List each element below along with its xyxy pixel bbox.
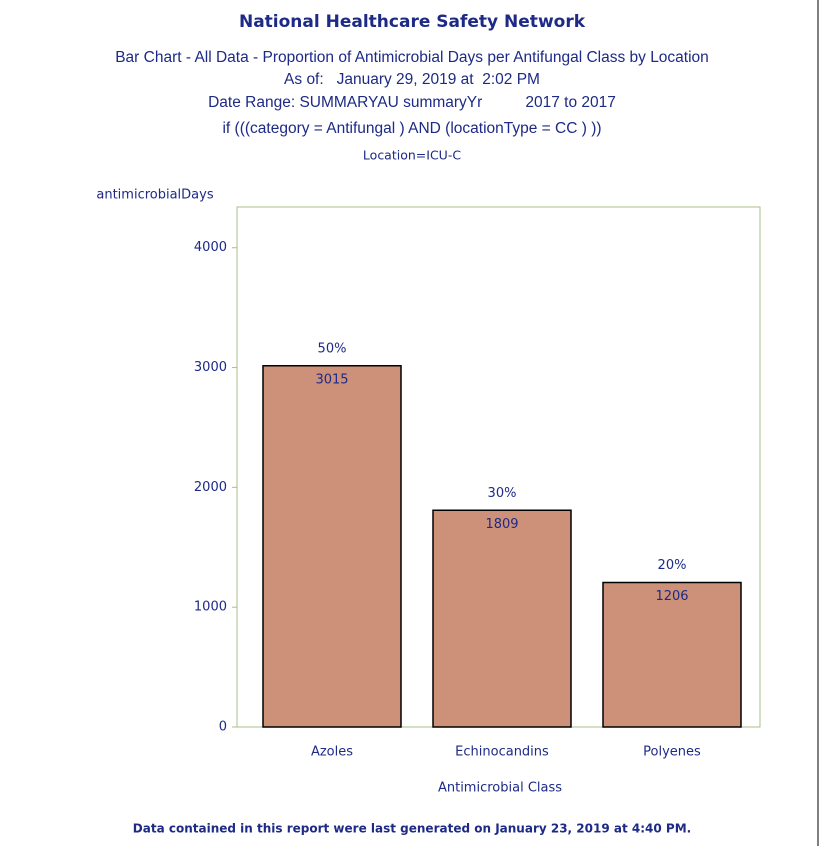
y-axis-label: antimicrobialDays <box>96 188 213 203</box>
footnote: Data contained in this report were last … <box>133 822 691 836</box>
y-tick-label: 3000 <box>194 360 227 375</box>
y-tick-label: 4000 <box>194 240 227 255</box>
value-label: 1809 <box>485 517 518 532</box>
chart-subtitle: if (((category = Antifungal ) AND (locat… <box>222 120 601 137</box>
location-label: Location=ICU-C <box>363 148 461 163</box>
y-tick-label: 1000 <box>194 600 227 615</box>
bar <box>432 509 572 728</box>
chart-title: National Healthcare Safety Network <box>239 12 586 32</box>
chart-subtitle: Bar Chart - All Data - Proportion of Ant… <box>115 49 709 66</box>
x-tick-label: Echinocandins <box>455 745 549 760</box>
bar <box>262 365 402 728</box>
bar <box>602 581 742 728</box>
chart-subtitle: As of: January 29, 2019 at 2:02 PM <box>284 71 540 88</box>
x-axis-label: Antimicrobial Class <box>438 781 562 796</box>
chart-subtitle: Date Range: SUMMARYAU summaryYr 2017 to … <box>208 94 616 111</box>
percent-label: 20% <box>658 558 687 573</box>
percent-label: 30% <box>488 486 517 501</box>
x-tick-label: Polyenes <box>643 745 701 760</box>
y-tick-label: 0 <box>219 720 227 735</box>
y-tick-label: 2000 <box>194 480 227 495</box>
value-label: 1206 <box>655 589 688 604</box>
x-tick-label: Azoles <box>311 745 353 760</box>
value-label: 3015 <box>315 372 348 387</box>
percent-label: 50% <box>318 341 347 356</box>
